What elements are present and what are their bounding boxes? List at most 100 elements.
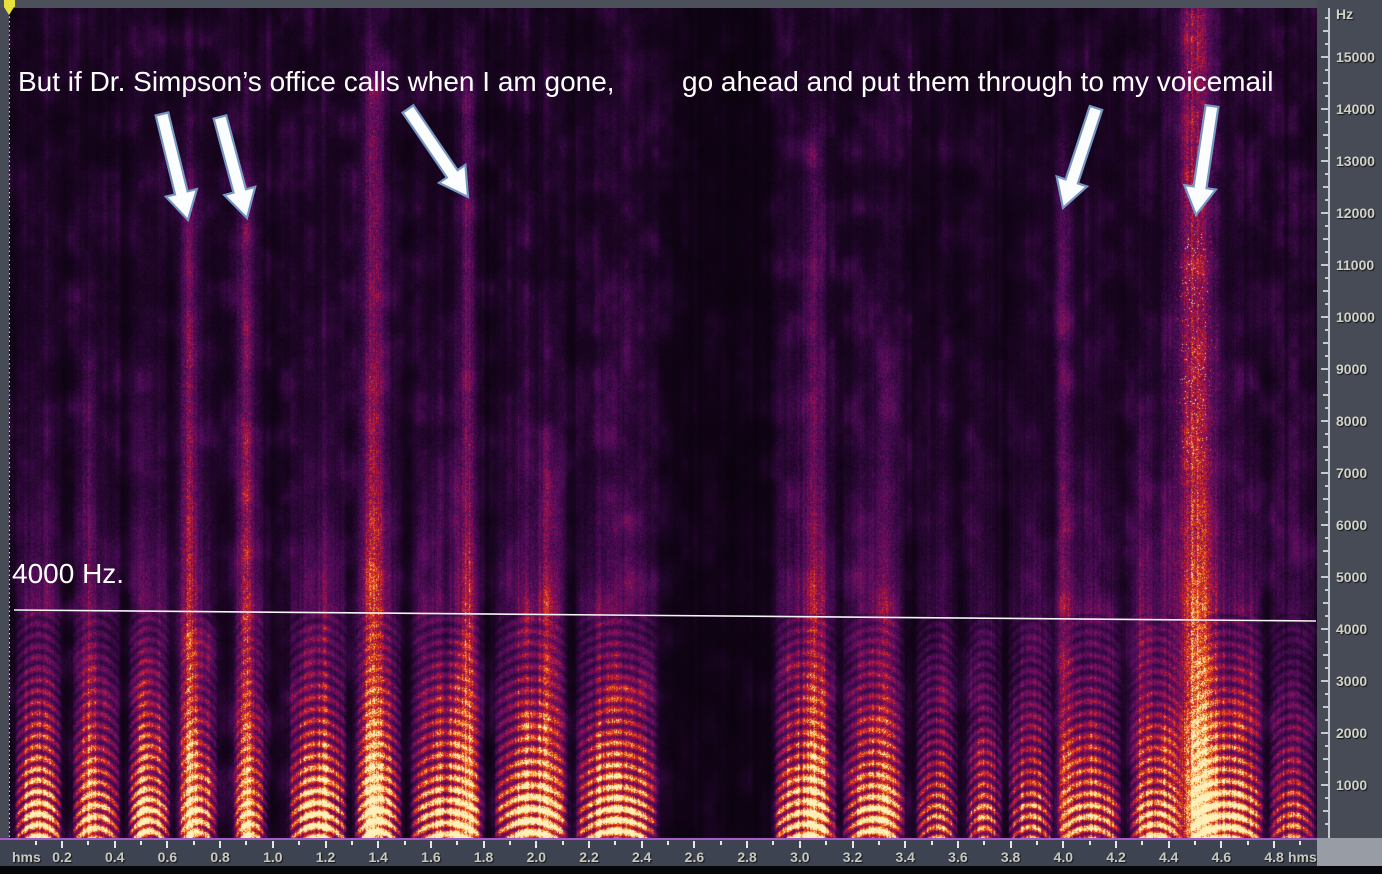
time-tick-label: 0.2 <box>52 849 72 865</box>
frequency-tick <box>1323 238 1328 240</box>
time-tick <box>772 841 775 845</box>
time-tick <box>825 841 828 845</box>
frequency-tick <box>1323 498 1328 500</box>
time-tick-label: 2.4 <box>631 849 652 865</box>
frequency-tick <box>1325 199 1328 201</box>
frequency-tick <box>1321 212 1328 214</box>
time-tick-label: 3.4 <box>895 849 915 865</box>
time-tick <box>456 841 459 845</box>
frequency-tick <box>1323 342 1328 344</box>
time-tick-label: 0.6 <box>157 849 178 865</box>
time-tick <box>482 841 485 848</box>
frequency-tick-label: 13000 <box>1336 153 1375 169</box>
time-tick <box>614 841 617 845</box>
time-tick-label: 2.6 <box>684 849 705 865</box>
frequency-tick <box>1321 56 1328 58</box>
ruler-separator-line <box>0 838 1317 840</box>
frequency-axis[interactable]: Hz 1000 2000 3000 4000 5000 6000 7000 8000 9000 1… <box>1317 0 1382 838</box>
frequency-tick <box>1325 95 1328 97</box>
playhead-line <box>9 12 10 838</box>
time-tick <box>140 841 143 845</box>
time-tick <box>1009 841 1012 848</box>
time-tick-label: 3.8 <box>1000 849 1021 865</box>
time-tick <box>877 841 880 845</box>
frequency-tick <box>1323 394 1328 396</box>
time-tick <box>746 841 749 848</box>
frequency-tick <box>1325 43 1328 45</box>
frequency-tick-label: 2000 <box>1336 725 1368 741</box>
time-tick <box>403 841 406 845</box>
playhead-marker[interactable] <box>4 0 15 7</box>
ruler-corner <box>1317 838 1382 866</box>
frequency-tick <box>1325 693 1328 695</box>
frequency-tick <box>1321 420 1328 422</box>
frequency-tick <box>1323 446 1328 448</box>
time-tick <box>1115 841 1117 848</box>
frequency-tick <box>1321 732 1328 734</box>
frequency-tick <box>1321 264 1328 266</box>
time-tick-label: 0.8 <box>210 849 230 865</box>
frequency-tick <box>1325 511 1328 513</box>
frequency-tick <box>1325 277 1328 279</box>
frequency-tick-label: 10000 <box>1336 309 1375 325</box>
frequency-tick <box>1325 381 1328 383</box>
frequency-tick <box>1325 69 1328 71</box>
time-tick <box>535 841 538 848</box>
frequency-tick <box>1325 823 1328 825</box>
frequency-tick <box>1321 160 1328 162</box>
spectrogram-canvas[interactable] <box>9 8 1317 838</box>
frequency-tick <box>1323 134 1328 136</box>
time-tick <box>1167 841 1170 848</box>
frequency-tick <box>1323 186 1328 188</box>
time-tick <box>429 841 432 848</box>
time-tick <box>719 841 722 845</box>
frequency-tick <box>1321 576 1328 578</box>
time-tick <box>667 841 670 845</box>
time-tick-label: 3.6 <box>948 849 968 865</box>
time-tick <box>508 841 511 845</box>
frequency-tick <box>1323 30 1328 32</box>
time-tick <box>350 841 353 845</box>
time-tick-label: 3.0 <box>790 849 810 865</box>
time-tick <box>113 841 116 848</box>
frequency-tick-label: 4000 <box>1336 621 1368 637</box>
time-tick <box>588 841 590 848</box>
frequency-tick <box>1325 173 1328 175</box>
frequency-tick <box>1325 17 1328 19</box>
time-tick <box>1246 841 1249 845</box>
time-tick <box>930 841 933 845</box>
time-tick <box>1035 841 1038 845</box>
time-tick-label: 1.0 <box>263 849 283 865</box>
time-ruler[interactable]: hms 0.2 0.4 0.6 0.8 1.0 1.2 1.4 1.6 1.8 2.0 2.2 2.4… <box>0 838 1317 866</box>
playhead-marker-point[interactable] <box>4 7 14 15</box>
frequency-tick-label: 8000 <box>1336 413 1368 429</box>
frequency-tick <box>1325 563 1328 565</box>
frequency-tick <box>1321 784 1328 786</box>
frequency-tick-label: 9000 <box>1336 361 1368 377</box>
frequency-tick-label: 15000 <box>1336 49 1375 65</box>
time-tick <box>851 841 854 848</box>
time-tick <box>1220 841 1223 848</box>
frequency-tick <box>1325 745 1328 747</box>
time-tick <box>640 841 643 848</box>
frequency-tick <box>1325 485 1328 487</box>
frequency-tick <box>1325 433 1328 435</box>
time-tick <box>1141 841 1144 845</box>
time-tick <box>904 841 907 848</box>
frequency-tick <box>1323 290 1328 292</box>
time-tick-label: 0.4 <box>104 849 125 865</box>
time-tick <box>192 841 195 845</box>
frequency-tick <box>1325 355 1328 357</box>
frequency-tick <box>1323 810 1328 812</box>
frequency-tick <box>1325 251 1328 253</box>
frequency-tick <box>1325 121 1328 123</box>
frequency-tick <box>1325 147 1328 149</box>
top-ruler-bar[interactable] <box>0 0 1382 8</box>
frequency-tick-label: 12000 <box>1336 205 1375 221</box>
time-tick-label: 4.8 <box>1264 849 1284 865</box>
time-tick <box>298 841 301 845</box>
frequency-tick <box>1325 615 1328 617</box>
caption-phrase-1: But if Dr. Simpson’s office calls when I… <box>18 66 615 97</box>
time-tick <box>245 841 248 845</box>
